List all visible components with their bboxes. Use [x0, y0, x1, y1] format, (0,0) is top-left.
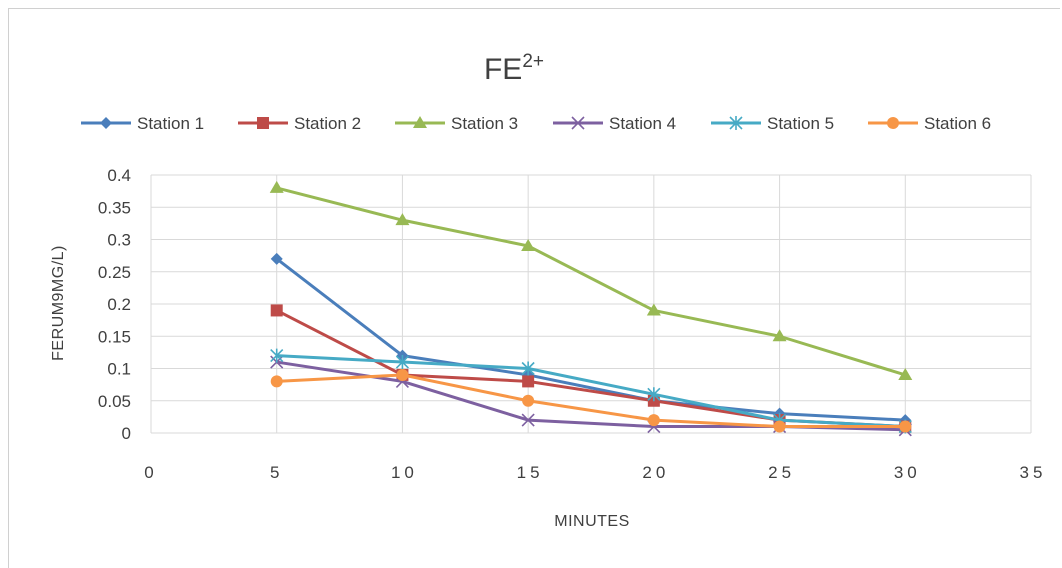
- legend: Station 1 Station 2 Station 3 Station 4 Stat…: [81, 114, 991, 133]
- y-tick-label: 0.1: [107, 360, 131, 379]
- y-axis-title: FERUM9MG/L): [50, 245, 67, 361]
- data-point-station-5: [395, 355, 409, 370]
- series-line-station-4: [276, 360, 906, 432]
- legend-label: Station 5: [767, 114, 834, 133]
- y-tick-label: 0.2: [107, 295, 131, 314]
- y-tick-label: 0.05: [98, 392, 131, 411]
- x-tick-label: 35: [1020, 463, 1047, 482]
- legend-item-station-6: Station 6: [868, 114, 991, 133]
- legend-item-station-1: Station 1: [81, 114, 204, 133]
- legend-label: Station 1: [137, 114, 204, 133]
- series-line-station-3: [276, 186, 906, 377]
- x-axis-title: MINUTES: [554, 513, 630, 530]
- legend-marker-station-4: [571, 116, 585, 130]
- data-point-station-2: [522, 375, 535, 388]
- x-tick-label: 20: [642, 463, 669, 482]
- y-tick-label: 0.4: [107, 166, 131, 185]
- legend-label: Station 6: [924, 114, 991, 133]
- y-axis-ticks: 0 0.05 0.1 0.15 0.2 0.25 0.3 0.35 0.4: [98, 166, 131, 443]
- data-point-station-5: [521, 361, 535, 376]
- y-tick-label: 0.15: [98, 327, 131, 346]
- y-tick-label: 0.25: [98, 263, 131, 282]
- legend-item-station-4: Station 4: [553, 114, 676, 133]
- data-point-station-6: [522, 394, 535, 407]
- x-tick-label: 0: [144, 463, 157, 482]
- series-station-6: [270, 368, 912, 433]
- data-point-station-5: [270, 348, 284, 363]
- x-tick-label: 15: [517, 463, 544, 482]
- y-tick-label: 0.35: [98, 198, 131, 217]
- series-group: [269, 180, 913, 437]
- legend-marker-station-2: [257, 117, 269, 129]
- series-line-station-1: [275, 257, 906, 422]
- data-point-station-3: [521, 238, 536, 251]
- series-station-3: [269, 180, 913, 380]
- data-point-station-6: [773, 420, 786, 433]
- legend-marker-station-1: [100, 117, 112, 129]
- x-tick-label: 30: [894, 463, 921, 482]
- chart-title-superscript: 2+: [522, 51, 544, 72]
- legend-marker-station-5: [729, 116, 743, 130]
- y-tick-label: 0.3: [107, 231, 131, 250]
- data-point-station-3: [898, 367, 913, 380]
- data-point-station-6: [647, 414, 660, 427]
- series-line-station-5: [276, 354, 906, 429]
- data-point-station-6: [899, 420, 912, 433]
- data-point-station-3: [772, 329, 787, 342]
- x-tick-label: 25: [768, 463, 795, 482]
- legend-item-station-2: Station 2: [238, 114, 361, 133]
- legend-item-station-3: Station 3: [395, 114, 518, 133]
- legend-label: Station 2: [294, 114, 361, 133]
- legend-item-station-5: Station 5: [711, 114, 834, 133]
- y-tick-label: 0: [122, 424, 131, 443]
- data-point-station-2: [270, 304, 283, 317]
- chart-frame: [8, 8, 1060, 568]
- x-axis-ticks: 0 5 10 15 20 25 30 35: [144, 463, 1047, 482]
- data-point-station-3: [395, 213, 410, 226]
- legend-marker-station-3: [413, 116, 427, 128]
- x-tick-label: 10: [391, 463, 418, 482]
- x-tick-label: 5: [270, 463, 283, 482]
- data-point-station-3: [646, 303, 661, 316]
- chart-title-main: FE: [484, 53, 522, 86]
- data-point-station-6: [396, 368, 409, 381]
- data-point-station-3: [269, 180, 284, 193]
- chart-title: FE2+: [484, 51, 544, 86]
- data-point-station-6: [270, 375, 283, 388]
- data-point-station-4: [521, 413, 535, 427]
- legend-marker-station-6: [887, 117, 899, 129]
- series-line-station-6: [276, 373, 906, 429]
- grid: [150, 174, 1032, 434]
- legend-label: Station 3: [451, 114, 518, 133]
- data-point-station-1: [270, 252, 283, 265]
- data-point-station-5: [647, 387, 661, 402]
- legend-label: Station 4: [609, 114, 676, 133]
